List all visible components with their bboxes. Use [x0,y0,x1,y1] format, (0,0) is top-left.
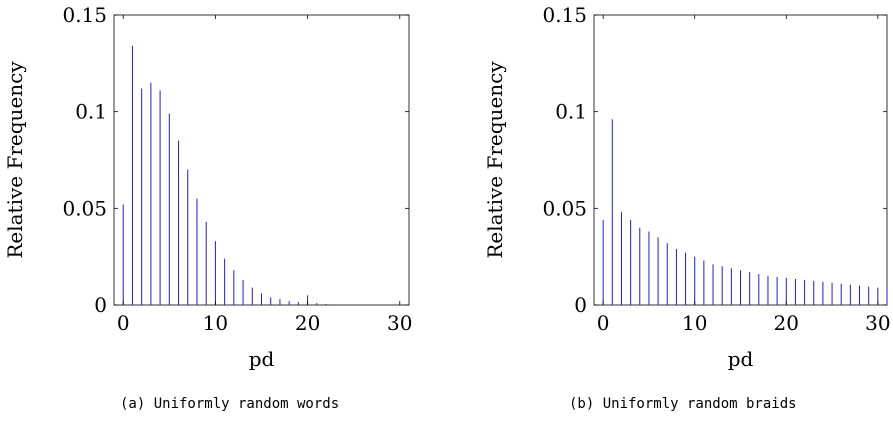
chart-a-ytick-label: 0.05 [62,196,107,220]
chart-a-ytick-label: 0.1 [75,100,107,124]
chart-a-svg: 0 10 20 30 0 0.05 0.1 0.15 pd Relative Frequency [3,3,413,371]
chart-b-ytick-label: 0.15 [542,3,587,27]
chart-a-ytick-label: 0 [94,293,107,317]
chart-a-xtick-label: 0 [117,311,130,335]
chart-a-caption: (a) Uniformly random words [120,396,340,412]
chart-a-xtick-label: 30 [387,311,412,335]
chart-b-caption: (b) Uniformly random braids [569,396,797,412]
chart-b-xtick-label: 20 [774,311,799,335]
chart-a-xtick-label: 10 [203,311,228,335]
chart-b-xtick-label: 10 [682,311,707,335]
chart-b-ylabel: Relative Frequency [483,61,507,259]
chart-b-ytick-label: 0 [574,293,587,317]
chart-b-xtick-label: 30 [865,311,890,335]
chart-b-svg: 0 10 20 30 0 0.05 0.1 0.15 pd Relative Frequency [483,3,891,371]
chart-b-ytick-label: 0.1 [555,100,587,124]
chart-b-frame [593,14,888,306]
chart-a-ylabel: Relative Frequency [3,61,27,259]
chart-a-xlabel: pd [249,347,275,371]
chart-b-xlabel: pd [728,347,754,371]
chart-b-ytick-label: 0.05 [542,196,587,220]
chart-panel-a: 0 10 20 30 0 0.05 0.1 0.15 pd Relative Frequency … [0,0,446,428]
chart-a-ytick-label: 0.15 [62,3,107,27]
chart-b-xtick-label: 0 [597,311,610,335]
chart-panel-b: 0 10 20 30 0 0.05 0.1 0.15 pd Relative Frequency … [446,0,893,428]
chart-a-frame [113,14,410,306]
chart-a-xtick-label: 20 [295,311,320,335]
